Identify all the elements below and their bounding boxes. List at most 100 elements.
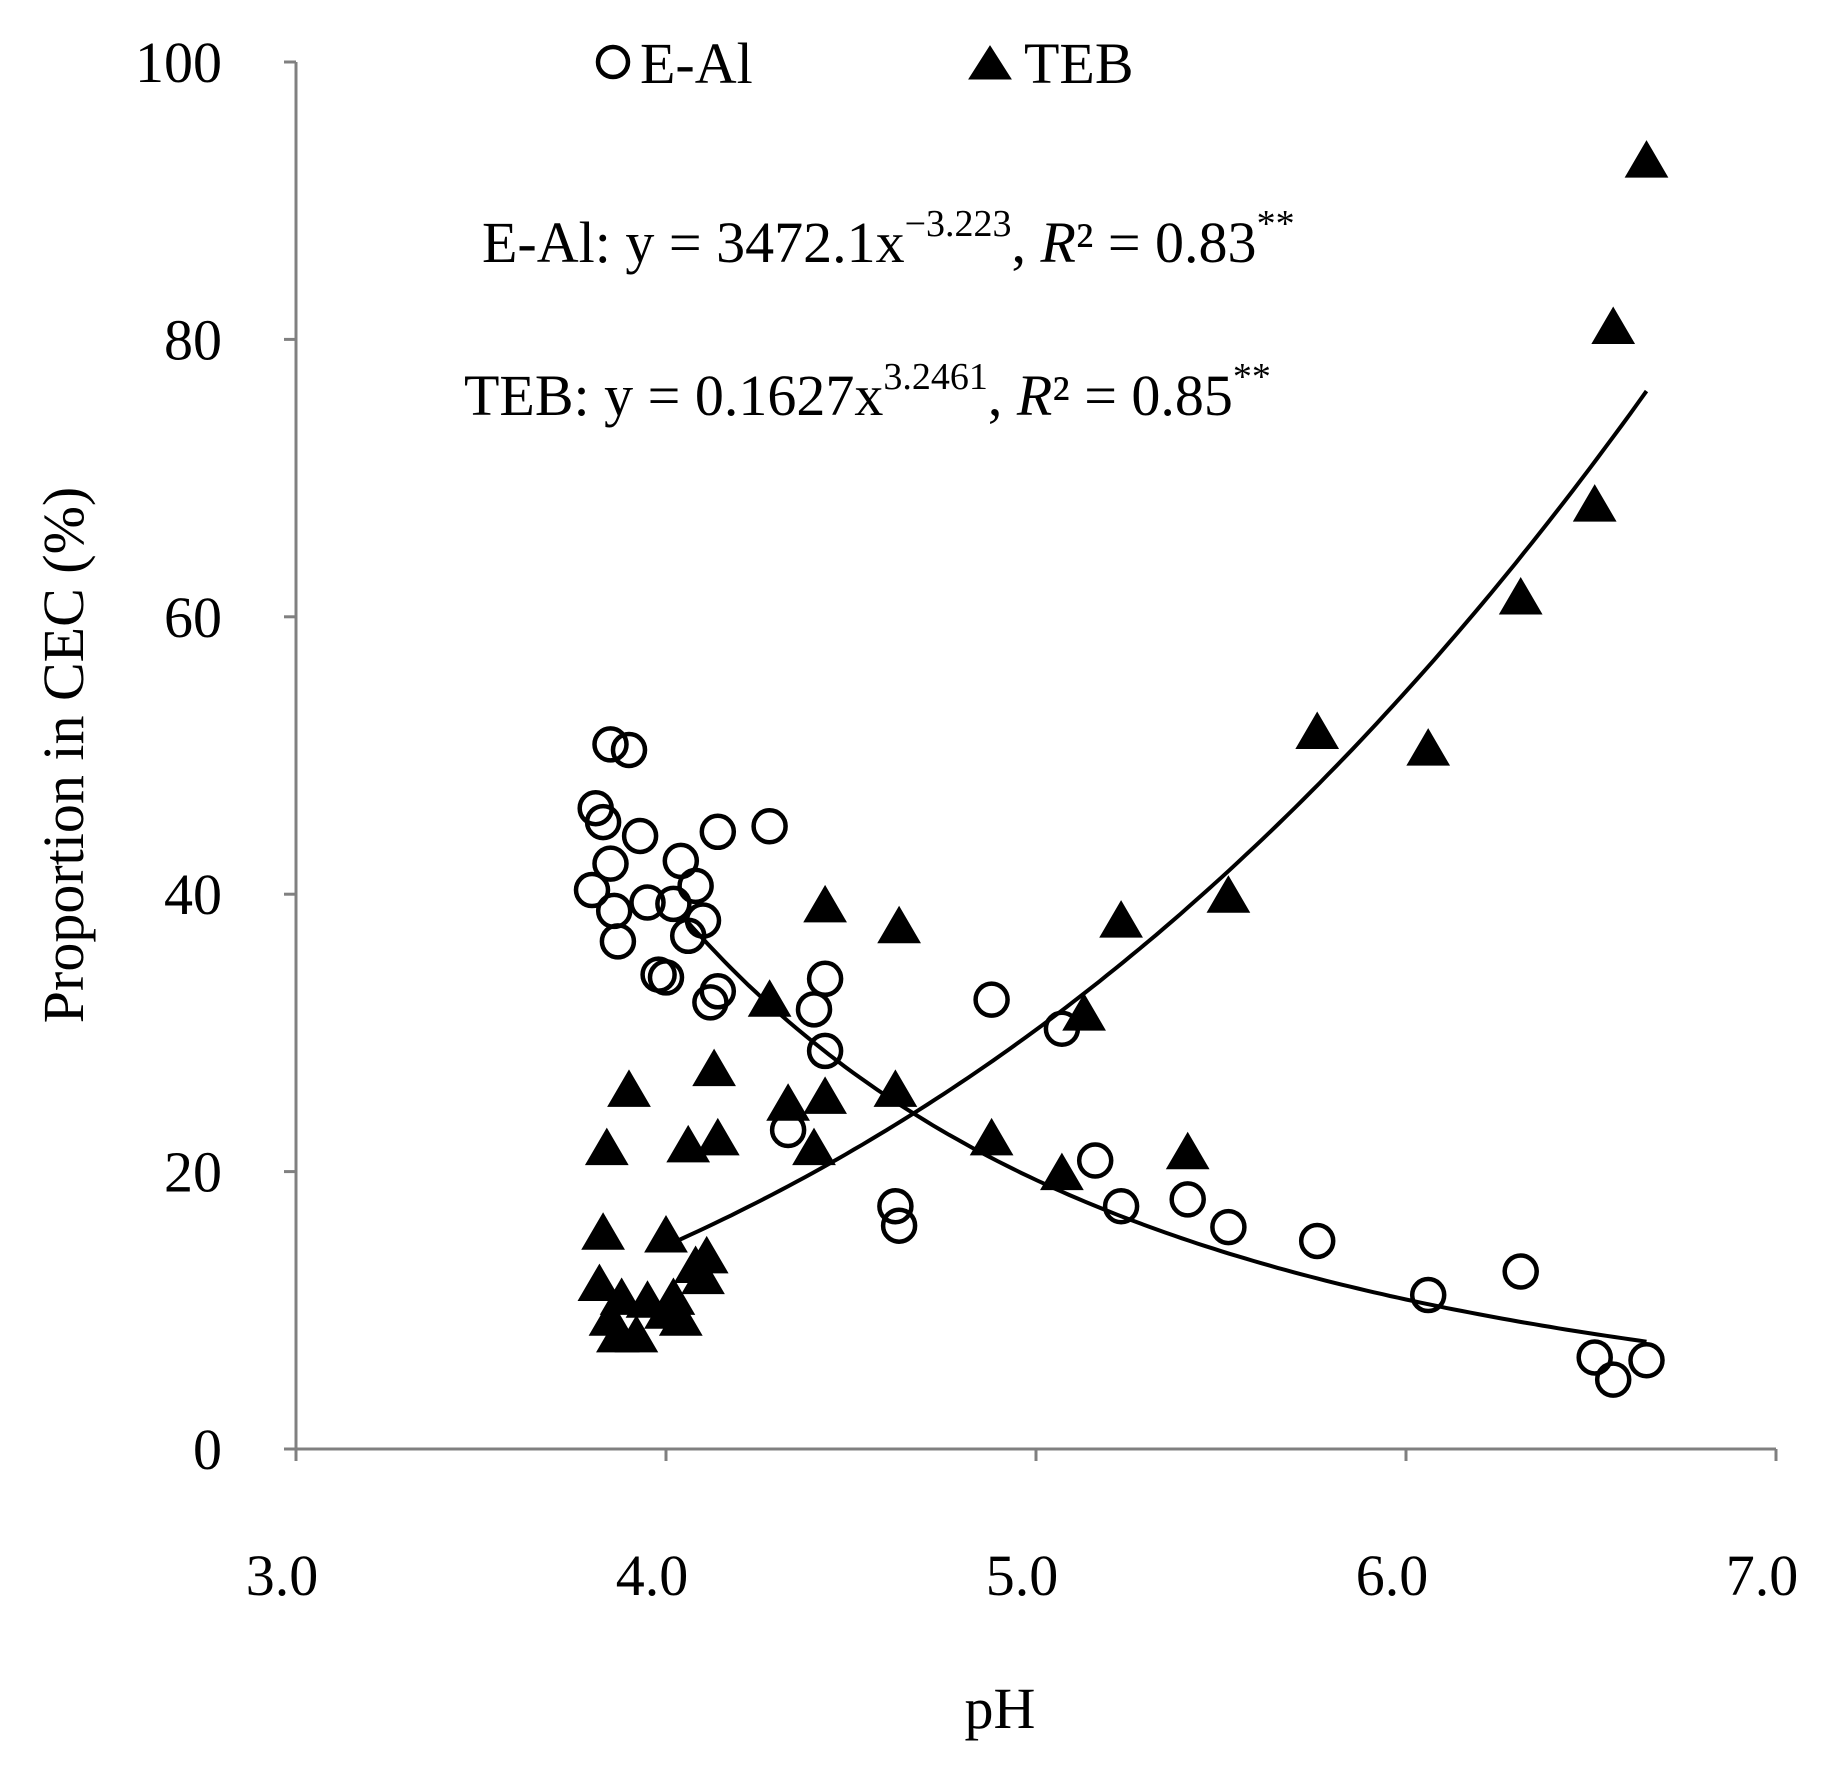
data-point-eal bbox=[1594, 1361, 1632, 1398]
data-point-teb bbox=[803, 1076, 847, 1114]
legend-label-eal: E-Al bbox=[640, 31, 753, 96]
data-point-teb bbox=[684, 1235, 729, 1274]
x-tick-label: 4.0 bbox=[616, 1543, 689, 1608]
y-tick-label: 0 bbox=[193, 1417, 222, 1482]
data-point-eal bbox=[880, 1207, 918, 1244]
fit-lines bbox=[665, 389, 1649, 1344]
data-point-eal bbox=[573, 871, 611, 909]
data-point-eal bbox=[1628, 1341, 1665, 1379]
y-tick-label: 60 bbox=[164, 585, 222, 650]
data-point-eal bbox=[647, 959, 685, 996]
eal-eq-significance: ** bbox=[1257, 203, 1295, 245]
eal-eq-mid: , bbox=[1012, 210, 1041, 275]
eal-eq-prefix: E-Al: y = 3472.1x bbox=[482, 210, 905, 275]
data-point-teb bbox=[1591, 306, 1636, 345]
data-point-eal bbox=[629, 884, 666, 921]
data-point-teb bbox=[1206, 875, 1251, 913]
y-ticks: 0 20 40 60 80 100 bbox=[135, 30, 296, 1482]
data-point-teb bbox=[1099, 900, 1143, 938]
y-tick-label: 100 bbox=[135, 30, 222, 95]
data-point-eal bbox=[595, 892, 633, 930]
teb-eq-r2: ² = 0.85 bbox=[1052, 363, 1233, 428]
data-point-eal bbox=[877, 1188, 914, 1225]
x-ticks: 3.0 4.0 5.0 6.0 7.0 bbox=[246, 1449, 1799, 1608]
data-point-teb bbox=[581, 1212, 625, 1250]
data-point-teb bbox=[1040, 1152, 1084, 1191]
data-point-eal bbox=[655, 885, 692, 923]
data-point-teb bbox=[877, 905, 921, 944]
legend-marker-teb bbox=[968, 45, 1012, 80]
teb-eq-r: R bbox=[1016, 363, 1052, 428]
teb-eq-mid: , bbox=[988, 363, 1017, 428]
teb-eq-significance: ** bbox=[1233, 356, 1271, 398]
y-tick-label: 80 bbox=[164, 307, 222, 372]
data-point-eal bbox=[751, 807, 788, 845]
data-point-eal bbox=[592, 726, 629, 763]
legend-marker-eal bbox=[595, 44, 631, 80]
data-point-teb bbox=[692, 1048, 736, 1087]
data-point-teb bbox=[1406, 728, 1451, 766]
x-tick-label: 7.0 bbox=[1726, 1543, 1799, 1608]
data-point-teb bbox=[644, 1215, 688, 1253]
data-point-teb bbox=[766, 1083, 810, 1121]
data-point-eal bbox=[610, 731, 648, 769]
data-point-teb bbox=[1572, 484, 1617, 522]
data-point-eal bbox=[592, 845, 629, 882]
data-point-teb bbox=[599, 1277, 644, 1315]
data-point-eal bbox=[1409, 1276, 1447, 1314]
data-point-teb bbox=[1062, 993, 1106, 1031]
data-point-eal bbox=[806, 960, 844, 998]
data-point-teb bbox=[1165, 1131, 1210, 1170]
eal-equation: E-Al: y = 3472.1x−3.223, R² = 0.83** bbox=[482, 203, 1295, 275]
data-point-eal bbox=[1502, 1253, 1539, 1290]
x-tick-label: 5.0 bbox=[986, 1543, 1059, 1608]
data-point-eal bbox=[1169, 1181, 1206, 1218]
data-point-teb bbox=[577, 1263, 622, 1302]
data-point-eal bbox=[684, 902, 722, 939]
x-tick-label: 3.0 bbox=[246, 1543, 319, 1608]
y-tick-label: 40 bbox=[164, 862, 222, 927]
legend: E-Al TEB bbox=[595, 31, 1134, 96]
data-point-eal bbox=[1298, 1222, 1336, 1260]
data-point-teb bbox=[681, 1256, 725, 1295]
teb-eq-prefix: TEB: y = 0.1627x bbox=[464, 363, 883, 428]
data-point-eal bbox=[677, 867, 714, 905]
eal-eq-r2: ² = 0.83 bbox=[1076, 210, 1257, 275]
data-point-eal bbox=[795, 991, 833, 1028]
eal-eq-exponent: −3.223 bbox=[905, 203, 1012, 245]
data-point-teb bbox=[614, 1314, 659, 1353]
data-point-teb bbox=[873, 1069, 918, 1107]
y-axis-title: Proportion in CEC (%) bbox=[31, 487, 96, 1023]
data-point-teb bbox=[1498, 577, 1543, 615]
data-point-eal bbox=[699, 813, 737, 851]
data-point-teb bbox=[969, 1117, 1014, 1156]
x-axis-title: pH bbox=[965, 1676, 1036, 1741]
teb-eq-exponent: 3.2461 bbox=[883, 356, 988, 398]
data-point-eal bbox=[621, 817, 659, 855]
data-point-teb bbox=[658, 1298, 703, 1336]
teb-equation: TEB: y = 0.1627x3.2461, R² = 0.85** bbox=[464, 356, 1271, 428]
data-point-teb bbox=[1295, 711, 1340, 750]
data-point-eal bbox=[599, 923, 637, 960]
data-points bbox=[573, 140, 1669, 1398]
data-point-eal bbox=[699, 973, 737, 1010]
data-point-eal bbox=[584, 803, 622, 841]
legend-label-teb: TEB bbox=[1024, 31, 1134, 96]
data-point-eal bbox=[973, 981, 1010, 1018]
data-point-teb bbox=[607, 1069, 651, 1107]
data-point-eal bbox=[1076, 1142, 1114, 1179]
data-point-teb bbox=[584, 1127, 629, 1166]
data-point-eal bbox=[1210, 1208, 1247, 1246]
fit-line-eal bbox=[682, 916, 1647, 1344]
x-tick-label: 6.0 bbox=[1356, 1543, 1429, 1608]
data-point-teb bbox=[803, 884, 847, 923]
data-point-eal bbox=[806, 1032, 844, 1070]
data-point-teb bbox=[747, 979, 792, 1017]
data-point-teb bbox=[792, 1127, 836, 1166]
fit-line-teb bbox=[665, 389, 1649, 1248]
data-point-teb bbox=[1624, 140, 1669, 178]
data-point-eal bbox=[1576, 1339, 1613, 1376]
data-point-teb bbox=[695, 1117, 740, 1156]
data-point-eal bbox=[1102, 1188, 1140, 1225]
